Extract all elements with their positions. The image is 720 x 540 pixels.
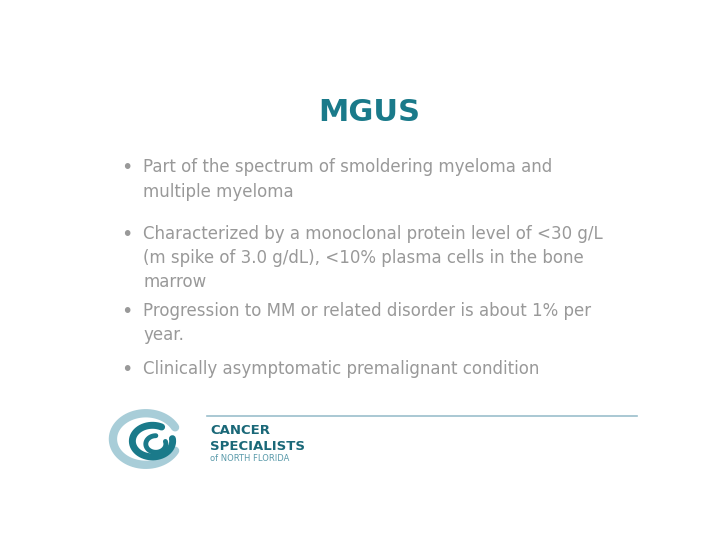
Text: Progression to MM or related disorder is about 1% per
year.: Progression to MM or related disorder is… — [143, 302, 591, 344]
Text: of NORTH FLORIDA: of NORTH FLORIDA — [210, 454, 289, 463]
Text: •: • — [121, 302, 132, 321]
Text: •: • — [121, 225, 132, 244]
Text: SPECIALISTS: SPECIALISTS — [210, 440, 305, 453]
Text: MGUS: MGUS — [318, 98, 420, 127]
Text: •: • — [121, 360, 132, 379]
Text: CANCER: CANCER — [210, 424, 270, 437]
Text: Part of the spectrum of smoldering myeloma and
multiple myeloma: Part of the spectrum of smoldering myelo… — [143, 158, 552, 201]
Text: Clinically asymptomatic premalignant condition: Clinically asymptomatic premalignant con… — [143, 360, 539, 378]
Text: •: • — [121, 158, 132, 177]
Text: Characterized by a monoclonal protein level of <30 g/L
(m spike of 3.0 g/dL), <1: Characterized by a monoclonal protein le… — [143, 225, 603, 292]
